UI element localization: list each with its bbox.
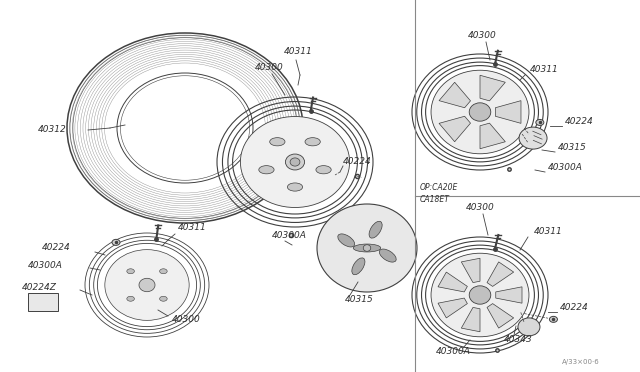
Ellipse shape <box>353 244 381 252</box>
Polygon shape <box>480 123 506 149</box>
Ellipse shape <box>338 234 355 247</box>
Ellipse shape <box>518 318 540 336</box>
Polygon shape <box>487 262 514 286</box>
Text: OP:CA20E: OP:CA20E <box>420 183 458 192</box>
Ellipse shape <box>241 116 349 208</box>
Text: 40224: 40224 <box>565 118 594 126</box>
Text: 40343: 40343 <box>504 336 532 344</box>
Ellipse shape <box>519 127 547 149</box>
Polygon shape <box>487 304 514 328</box>
Text: 40300: 40300 <box>255 64 284 73</box>
Text: A/33×00·6: A/33×00·6 <box>562 359 600 365</box>
Ellipse shape <box>352 258 365 275</box>
Polygon shape <box>480 75 506 101</box>
Text: 40224: 40224 <box>343 157 372 167</box>
Polygon shape <box>495 101 521 124</box>
Text: 40311: 40311 <box>534 228 563 237</box>
Text: 40315: 40315 <box>345 295 374 305</box>
Ellipse shape <box>380 249 396 262</box>
Text: 40300A: 40300A <box>548 164 583 173</box>
Polygon shape <box>438 272 467 292</box>
Ellipse shape <box>105 250 189 320</box>
Polygon shape <box>439 82 470 108</box>
Ellipse shape <box>127 269 134 274</box>
Ellipse shape <box>316 166 332 174</box>
Ellipse shape <box>159 269 167 274</box>
Text: 40300: 40300 <box>172 315 201 324</box>
Ellipse shape <box>317 204 417 292</box>
Text: 40311: 40311 <box>530 65 559 74</box>
Polygon shape <box>439 116 470 142</box>
Ellipse shape <box>285 154 305 170</box>
Text: 40300A: 40300A <box>272 231 307 241</box>
Text: 40224: 40224 <box>560 304 589 312</box>
Polygon shape <box>496 287 522 303</box>
Ellipse shape <box>431 253 529 337</box>
Ellipse shape <box>469 286 491 304</box>
Ellipse shape <box>305 138 320 146</box>
Polygon shape <box>461 258 480 283</box>
Bar <box>28 293 58 311</box>
Text: 40315: 40315 <box>558 144 587 153</box>
Ellipse shape <box>431 70 529 154</box>
Ellipse shape <box>469 103 491 121</box>
Text: 40300: 40300 <box>466 203 495 212</box>
Ellipse shape <box>269 138 285 146</box>
Ellipse shape <box>536 119 544 125</box>
Text: 40312: 40312 <box>38 125 67 135</box>
Ellipse shape <box>550 316 557 323</box>
Text: 40311: 40311 <box>178 224 207 232</box>
Text: 40300A: 40300A <box>436 347 471 356</box>
Ellipse shape <box>259 166 274 174</box>
Polygon shape <box>438 298 467 318</box>
Text: 40311: 40311 <box>284 48 313 57</box>
Ellipse shape <box>364 245 371 251</box>
Text: CA18ET: CA18ET <box>420 196 450 205</box>
Text: 40300: 40300 <box>468 32 497 41</box>
Ellipse shape <box>127 296 134 301</box>
Text: 40224: 40224 <box>42 244 71 253</box>
Ellipse shape <box>159 296 167 301</box>
Ellipse shape <box>290 158 300 166</box>
Ellipse shape <box>369 221 382 238</box>
Ellipse shape <box>139 278 155 292</box>
Text: 40300A: 40300A <box>28 260 63 269</box>
Polygon shape <box>461 307 480 332</box>
Ellipse shape <box>287 183 303 191</box>
Text: 40224Z: 40224Z <box>22 283 57 292</box>
Ellipse shape <box>112 239 120 246</box>
